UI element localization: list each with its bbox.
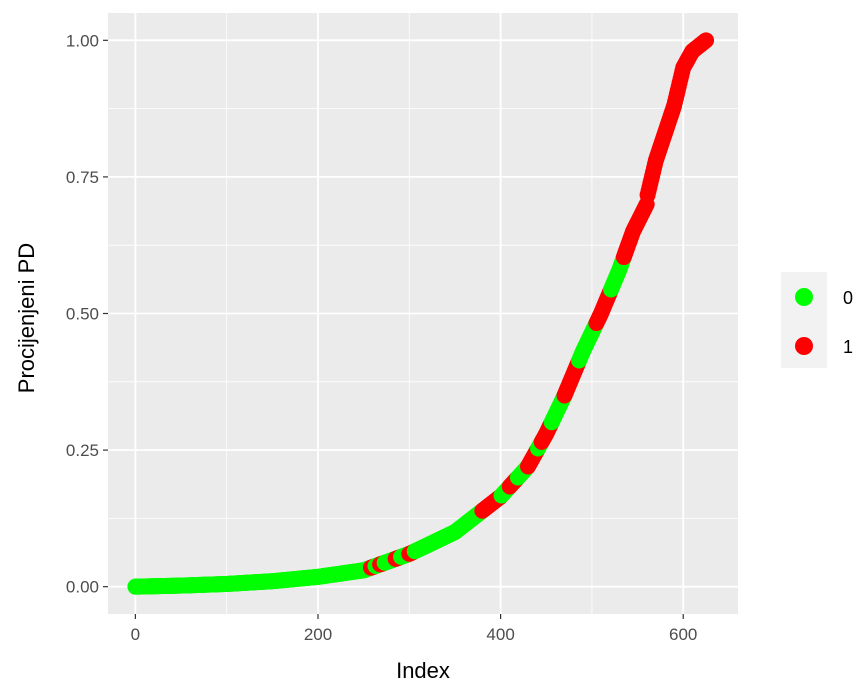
legend-key-0 (795, 288, 813, 306)
legend-label-0: 0 (843, 288, 853, 308)
x-tick-label: 600 (669, 625, 697, 644)
y-tick-label: 0.25 (66, 441, 99, 460)
data-points (127, 32, 715, 595)
y-tick-label: 0.50 (66, 305, 99, 324)
x-tick-label: 0 (131, 625, 140, 644)
legend: 01 (781, 272, 853, 368)
y-tick-label: 0.75 (66, 168, 99, 187)
point-class-1 (698, 32, 715, 49)
y-tick-label: 0.00 (66, 578, 99, 597)
x-axis-label: Index (396, 658, 450, 683)
y-tick-label: 1.00 (66, 31, 99, 50)
x-tick-label: 200 (304, 625, 332, 644)
axis-ticks: 0 200 400 600 0.00 0.25 0.50 0.75 1.00 (66, 31, 697, 644)
grid-lines (108, 13, 738, 614)
y-axis-label: Procijenjeni PD (14, 243, 39, 393)
legend-label-1: 1 (843, 337, 853, 357)
legend-key-1 (795, 337, 813, 355)
x-tick-label: 400 (486, 625, 514, 644)
